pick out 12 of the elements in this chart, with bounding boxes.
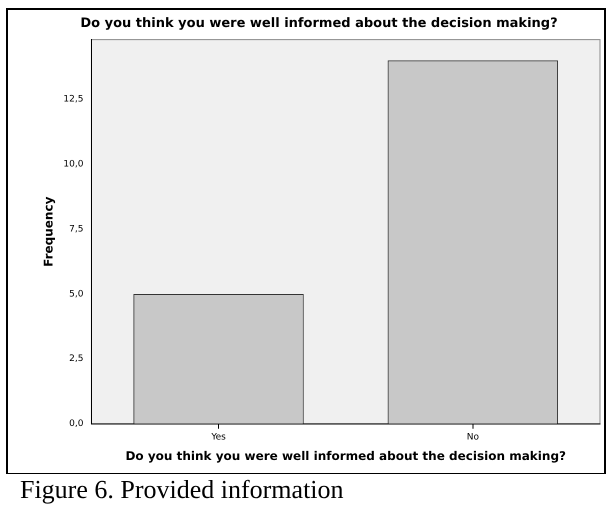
chart-title: Do you think you were well informed about the decision making? [80,16,558,32]
x-axis-title: Do you think you were well informed about the decision making? [125,448,566,463]
caption: Figure 6. Provided information [20,475,345,505]
y-tick-label: 10,0 [63,160,84,170]
y-tick-label: 0,0 [69,419,84,430]
y-tick-label: 2,5 [69,354,84,364]
y-tick-label: 7,5 [69,224,84,234]
x-tick-label: No [466,432,480,443]
y-tick-label: 12,5 [63,94,84,105]
x-tick-label: Yes [210,432,226,443]
y-axis-title: Frequency [41,196,56,267]
y-tick-label: 5,0 [69,289,84,300]
